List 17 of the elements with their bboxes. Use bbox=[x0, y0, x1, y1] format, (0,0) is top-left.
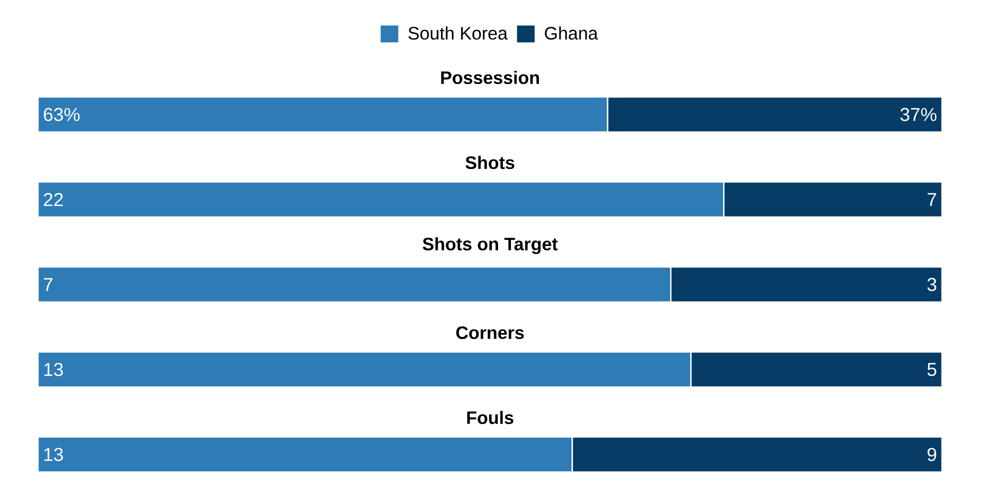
data-label: 3 bbox=[927, 278, 936, 292]
data-label: 13 bbox=[44, 362, 63, 376]
data-label: 13 bbox=[44, 448, 63, 462]
chart-title: Fouls bbox=[467, 410, 514, 424]
legend-label: South Korea bbox=[408, 26, 508, 40]
data-label: 22 bbox=[44, 192, 63, 206]
chart-title: Shots bbox=[466, 156, 514, 170]
data-label: 63% bbox=[44, 108, 80, 122]
data-label: 37% bbox=[900, 108, 936, 122]
chart-title: Corners bbox=[456, 326, 524, 340]
chart-title: Possession bbox=[441, 70, 539, 84]
data-label: 7 bbox=[44, 278, 52, 291]
data-label: 9 bbox=[928, 448, 936, 462]
data-label: 5 bbox=[927, 362, 936, 376]
legend-label: Ghana bbox=[544, 26, 598, 40]
chart-title: Shots on Target bbox=[422, 237, 558, 254]
data-label: 7 bbox=[928, 193, 936, 206]
